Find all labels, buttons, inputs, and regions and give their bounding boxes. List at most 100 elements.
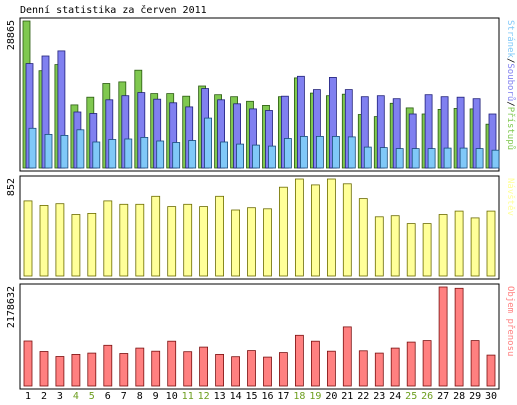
legend-entry: Souborů bbox=[505, 63, 516, 101]
bar bbox=[39, 351, 49, 387]
bar bbox=[23, 340, 33, 387]
y-max-label: 852 bbox=[6, 178, 17, 196]
x-tick-label: 10 bbox=[166, 391, 178, 402]
bar bbox=[92, 141, 101, 169]
x-tick-label: 6 bbox=[105, 391, 111, 402]
x-tick-label: 19 bbox=[309, 391, 321, 402]
x-tick-label: 7 bbox=[121, 391, 127, 402]
x-tick-label: 17 bbox=[277, 391, 289, 402]
bar bbox=[294, 334, 304, 387]
bar bbox=[390, 347, 400, 387]
bar bbox=[486, 210, 496, 277]
x-tick-label: 1 bbox=[25, 391, 31, 402]
bar bbox=[379, 147, 388, 169]
bar bbox=[119, 353, 129, 387]
visits-panel: 852 Návštěv bbox=[6, 175, 516, 280]
bar bbox=[363, 146, 372, 169]
legend: Objem přenosu bbox=[505, 286, 515, 356]
x-tick-label: 25 bbox=[405, 391, 417, 402]
x-tick-label: 29 bbox=[469, 391, 481, 402]
bar bbox=[172, 142, 181, 169]
bar bbox=[108, 139, 117, 169]
bar bbox=[55, 356, 65, 387]
bar bbox=[395, 148, 404, 169]
bar bbox=[188, 140, 197, 169]
bar bbox=[215, 353, 225, 387]
bar bbox=[406, 223, 416, 277]
y-max-label: 2178632 bbox=[6, 286, 17, 328]
x-tick-label: 23 bbox=[373, 391, 385, 402]
bar bbox=[263, 208, 272, 277]
bar bbox=[310, 340, 320, 387]
bar bbox=[231, 356, 241, 387]
bar bbox=[374, 216, 384, 277]
bar bbox=[315, 135, 324, 169]
x-tick-label: 18 bbox=[293, 391, 305, 402]
legend: Stránek/Souborů/Přístupů bbox=[505, 20, 516, 150]
chart-title: Denní statistika za červen 2011 bbox=[20, 4, 207, 16]
x-tick-label: 4 bbox=[73, 391, 79, 402]
x-tick-label: 2 bbox=[41, 391, 47, 402]
bar bbox=[294, 178, 304, 277]
bar bbox=[486, 354, 496, 387]
bar bbox=[231, 209, 241, 277]
x-tick-label: 8 bbox=[137, 391, 143, 402]
legend-entry: Objem přenosu bbox=[505, 286, 515, 356]
bar bbox=[278, 352, 288, 387]
x-tick-label: 26 bbox=[421, 391, 433, 402]
bar bbox=[135, 347, 145, 387]
bar bbox=[71, 353, 81, 387]
bar bbox=[443, 147, 452, 169]
bar bbox=[140, 136, 149, 169]
bar bbox=[406, 341, 416, 387]
bar bbox=[87, 212, 97, 277]
x-tick-label: 24 bbox=[389, 391, 401, 402]
bar bbox=[422, 223, 432, 277]
legend-entry: Návštěv bbox=[505, 178, 516, 216]
bar bbox=[411, 148, 420, 169]
bar bbox=[55, 203, 65, 277]
bar bbox=[247, 207, 256, 277]
x-tick-label: 3 bbox=[57, 391, 63, 402]
bar bbox=[103, 200, 113, 277]
legend-entry: Přístupů bbox=[505, 107, 516, 150]
bar bbox=[124, 138, 133, 169]
bar bbox=[491, 149, 500, 169]
bar bbox=[76, 129, 85, 169]
x-tick-label: 13 bbox=[214, 391, 226, 402]
bar bbox=[454, 287, 464, 387]
bar bbox=[151, 195, 161, 277]
bar bbox=[459, 147, 468, 169]
bar bbox=[263, 356, 272, 387]
bar bbox=[310, 184, 320, 277]
bar bbox=[390, 215, 400, 277]
bar bbox=[331, 135, 340, 169]
panel-frame bbox=[19, 283, 500, 390]
bar bbox=[199, 206, 209, 277]
traffic-panel: 2178632 Objem přenosu bbox=[6, 283, 515, 390]
x-tick-label: 21 bbox=[341, 391, 353, 402]
x-tick-label: 15 bbox=[245, 391, 257, 402]
bar bbox=[454, 210, 464, 277]
bar bbox=[268, 145, 276, 169]
legend-separator: / bbox=[505, 101, 515, 106]
x-tick-label: 12 bbox=[198, 391, 210, 402]
bar bbox=[39, 204, 49, 277]
x-tick-label: 9 bbox=[153, 391, 159, 402]
x-tick-label: 20 bbox=[325, 391, 337, 402]
bar bbox=[342, 183, 352, 277]
panel-frame bbox=[19, 175, 500, 280]
bar bbox=[44, 133, 53, 169]
x-tick-label: 30 bbox=[485, 391, 497, 402]
x-tick-label: 16 bbox=[261, 391, 273, 402]
bar bbox=[183, 203, 193, 277]
bar bbox=[342, 326, 352, 387]
bar bbox=[247, 350, 256, 387]
bar bbox=[470, 217, 480, 277]
bar bbox=[475, 148, 484, 169]
bar bbox=[374, 352, 384, 387]
bar bbox=[283, 138, 292, 169]
bar bbox=[326, 350, 336, 387]
bar bbox=[156, 140, 165, 169]
bar bbox=[326, 178, 336, 277]
